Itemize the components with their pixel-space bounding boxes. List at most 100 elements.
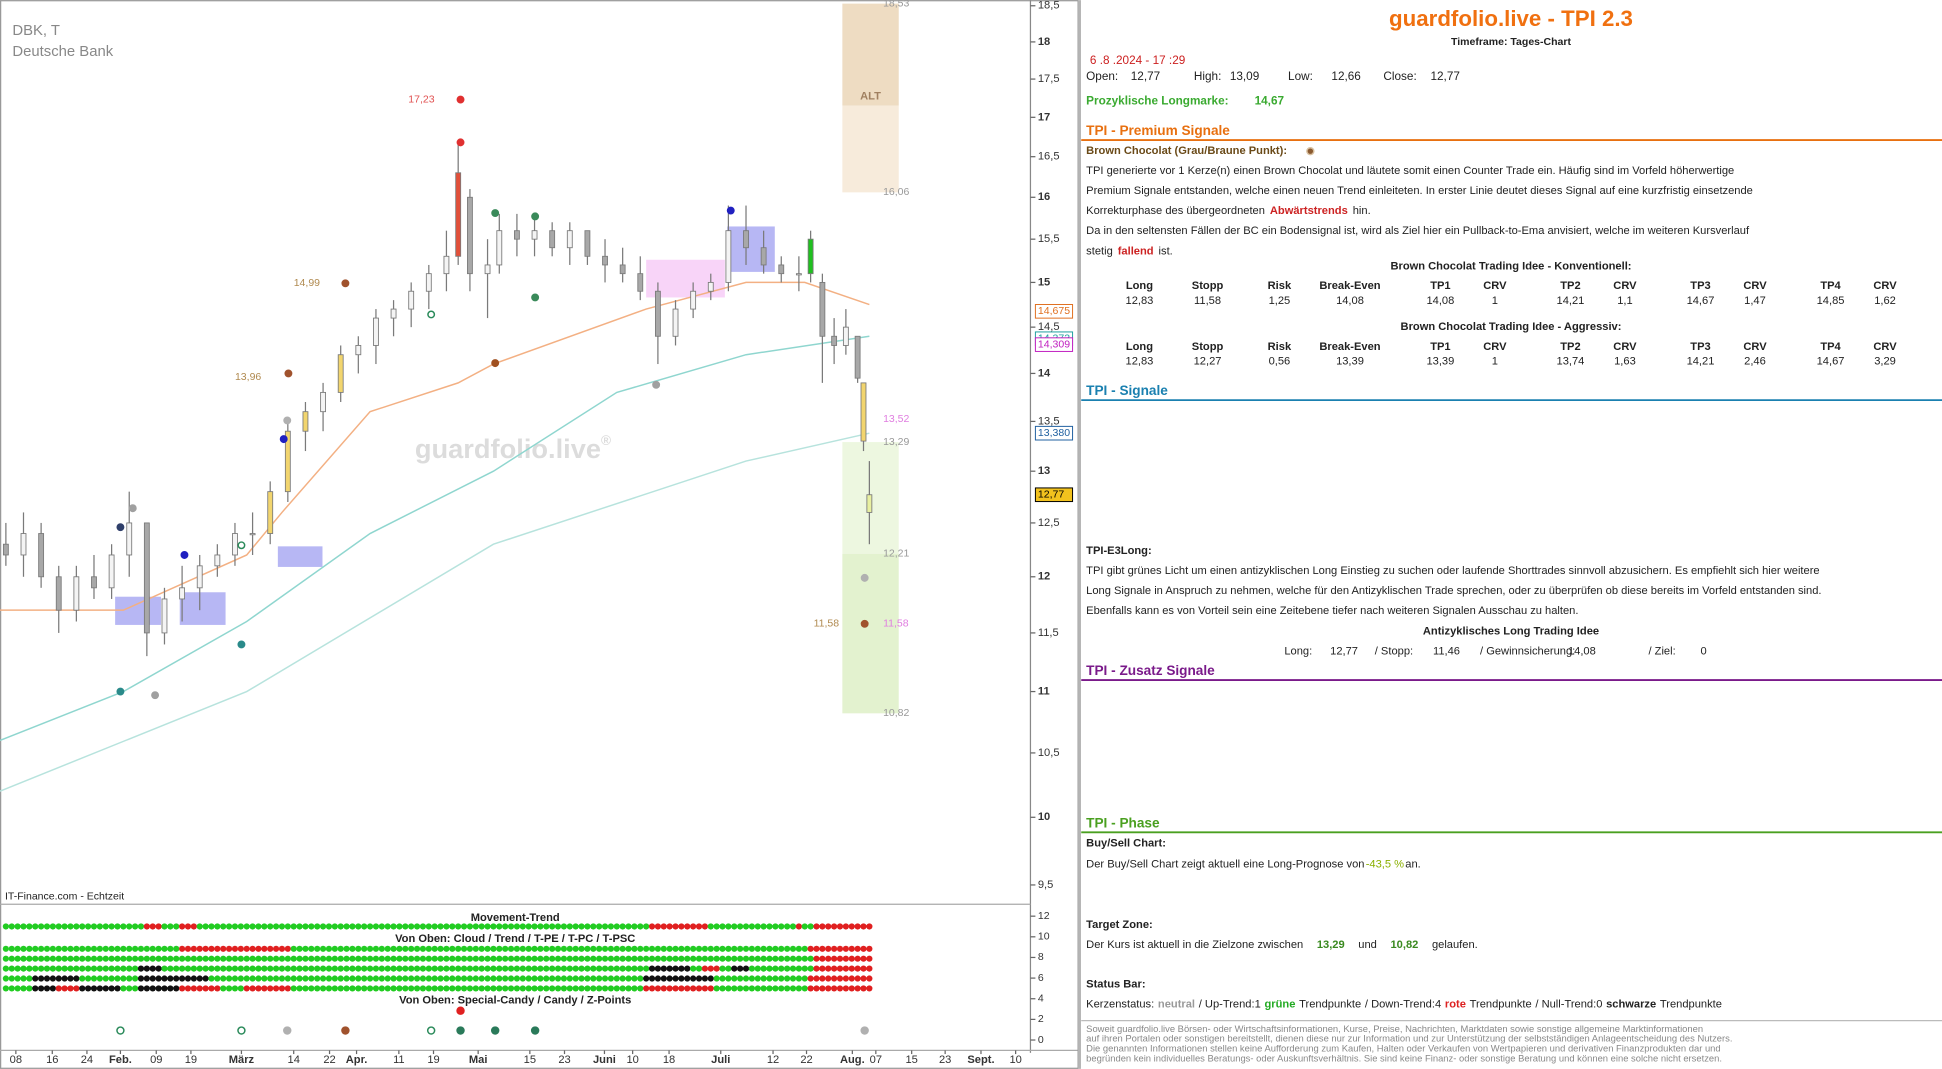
trend-dot [49,965,56,972]
trend-dot [460,945,468,952]
x-tick-label: Sept. [967,1054,994,1066]
signal-dot [427,310,436,319]
trend-dot [243,923,250,930]
trend-dot [443,975,450,982]
indicator-tick-label: 12 [1038,910,1050,922]
trend-dot [713,975,720,982]
trend-dot [161,985,168,992]
trend-dot [38,945,45,952]
trend-dot [237,985,244,992]
trend-dot [572,985,579,992]
trend-dot [396,955,403,962]
trend-dot [425,955,432,962]
trend-dot [43,975,51,982]
candle-body [795,273,802,276]
trend-dot [784,923,791,930]
watermark: guardfolio.live® [415,433,611,465]
trend-dot [167,923,174,930]
trend-dot [167,985,174,992]
trend-dot [184,923,192,930]
trend-dot [578,985,585,992]
table-header: Long [1126,280,1153,292]
trend-dot [208,965,215,972]
trend-dot [120,945,127,952]
y-tick-label: 14,5 [1038,321,1060,333]
trend-dot [384,923,391,930]
text-segment: an. [1405,859,1420,871]
trend-dot [20,985,27,992]
trend-dot [102,975,109,982]
signal-dot [491,359,500,368]
candle-body [249,533,256,536]
table-cell: 11,58 [1194,295,1221,307]
datetime: 6 .8 .2024 - 17 :29 [1090,54,1185,67]
panel-title: guardfolio.live - TPI 2.3 [1389,6,1633,31]
trend-dot [55,955,62,962]
trend-dot [272,975,280,982]
trend-dot [349,965,356,972]
trend-dot [20,945,27,952]
x-tick-label: 19 [427,1054,439,1066]
candle-body [831,335,838,346]
trend-dot [325,985,333,992]
trend-dot [672,945,679,952]
trend-dot [707,955,714,962]
idea-label: Long: [1284,645,1312,657]
text-segment: Trendpunkte [1660,998,1722,1010]
trend-dot [214,923,221,930]
trend-dot [261,985,268,992]
trend-dot [731,955,738,962]
trend-dot [290,923,297,930]
annotation: 11,58 [814,618,840,630]
candle-body [2,543,9,556]
trend-dot [179,965,186,972]
trend-dot [754,985,761,992]
trend-dot [748,955,755,962]
candle-body [302,411,309,432]
trend-dot [255,955,262,962]
trend-dot [208,923,215,930]
trend-dot [32,975,39,982]
disclaimer: auf ihren Portalen oder sonstigen bereit… [1086,1033,1732,1044]
table-header: TP3 [1690,341,1710,353]
trend-dot [126,923,133,930]
z-points [456,1026,465,1035]
trend-dot [114,985,121,992]
trend-dot [90,923,98,930]
trend-dot [120,955,127,962]
trend-dot [455,945,462,952]
trend-dot [208,985,215,992]
trend-dot [607,975,615,982]
trend-dot [214,975,221,982]
trend-dot [249,945,256,952]
trend-dot [596,965,603,972]
trend-dot [190,955,197,962]
trend-dot [549,945,556,952]
trend-dot [513,965,521,972]
trend-dot [678,975,685,982]
trend-dot [707,985,714,992]
level-label: 12,21 [883,548,909,560]
signal-box [727,226,775,272]
trend-dot [784,965,791,972]
trend-dot [179,955,186,962]
trend-dot [26,945,33,952]
trend-dot [836,923,844,930]
trend-dot [308,945,315,952]
trend-dot [525,955,532,962]
trend-dot [848,955,855,962]
trend-dot [490,923,497,930]
trend-dot [866,945,873,952]
table-header: TP3 [1690,280,1710,292]
candle-body [860,382,867,442]
trend-dot [390,923,397,930]
trend-dot [554,965,562,972]
trend-dot [854,965,861,972]
trend-dot [214,945,221,952]
trend-dot [543,985,550,992]
trend-dot [584,965,591,972]
trend-dot [648,955,656,962]
trend-dot [231,965,239,972]
trend-dot [807,923,814,930]
trend-dot [402,955,409,962]
